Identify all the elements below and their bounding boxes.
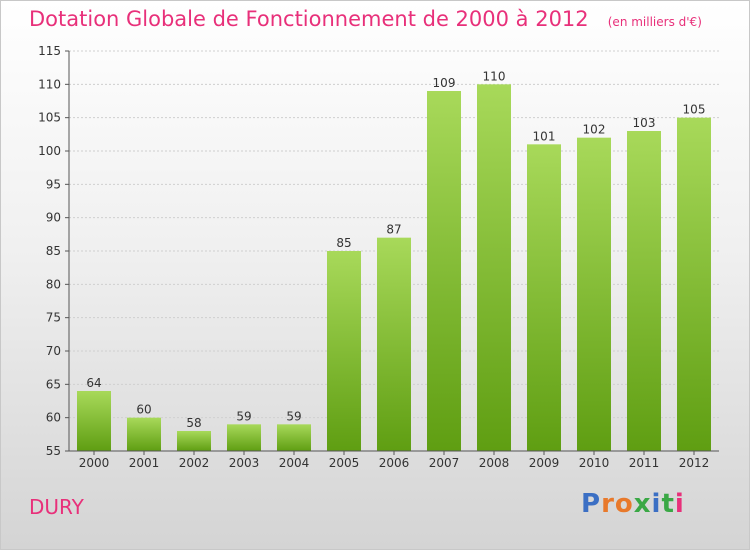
chart-title: Dotation Globale de Fonctionnement de 20…	[29, 7, 589, 31]
x-tick-label: 2009	[529, 456, 560, 470]
bar	[177, 431, 211, 451]
x-tick-label: 2008	[479, 456, 510, 470]
y-tick-label: 95	[46, 177, 61, 191]
chart-subtitle: (en milliers d'€)	[607, 15, 702, 29]
x-tick-label: 2007	[429, 456, 460, 470]
logo-letter: P	[581, 489, 602, 519]
bar-value-label: 103	[633, 116, 656, 130]
proxiti-logo: Proxiti	[581, 489, 685, 519]
bar	[427, 91, 461, 451]
logo-letter: i	[651, 489, 662, 519]
bar	[127, 417, 161, 451]
y-tick-label: 105	[38, 111, 61, 125]
bar-value-label: 109	[433, 76, 456, 90]
bar	[227, 424, 261, 451]
x-tick-label: 2012	[679, 456, 710, 470]
y-tick-label: 115	[38, 44, 61, 58]
logo-letter: r	[601, 489, 615, 519]
bar	[677, 117, 711, 452]
bar-value-label: 59	[286, 409, 301, 423]
bar-value-label: 87	[386, 223, 401, 237]
bar-value-label: 64	[86, 376, 101, 390]
x-tick-label: 2002	[179, 456, 210, 470]
y-tick-label: 60	[46, 411, 61, 425]
x-axis: 2000 2001 2002 2003 2004 2005 2006 2007 2008 2009…	[69, 450, 719, 470]
bar	[377, 237, 411, 451]
bar	[627, 131, 661, 451]
bar	[477, 84, 511, 451]
bar	[577, 137, 611, 451]
logo-letter: t	[661, 489, 675, 519]
bar-value-label: 85	[336, 236, 351, 250]
x-tick-label: 2003	[229, 456, 260, 470]
y-tick-label: 55	[46, 444, 61, 458]
y-tick-label: 85	[46, 244, 61, 258]
title-row: Dotation Globale de Fonctionnement de 20…	[29, 7, 702, 31]
x-tick-label: 2010	[579, 456, 610, 470]
bar	[277, 424, 311, 451]
y-tick-label: 100	[38, 144, 61, 158]
bar	[527, 144, 561, 452]
y-axis: 55 60 65 70 75 80 85 90 95 100 105 110 115	[38, 44, 70, 458]
x-tick-label: 2001	[129, 456, 160, 470]
bar-value-label: 105	[683, 103, 706, 117]
y-tick-label: 110	[38, 77, 61, 91]
value-labels: 64 60 58 59 59 85 87 109 110 101 102 103 105	[86, 69, 705, 430]
x-tick-label: 2006	[379, 456, 410, 470]
bar-value-label: 59	[236, 409, 251, 423]
bar-value-label: 102	[583, 123, 606, 137]
x-tick-label: 2005	[329, 456, 360, 470]
y-tick-label: 90	[46, 211, 61, 225]
bar-value-label: 60	[136, 403, 151, 417]
x-tick-label: 2004	[279, 456, 310, 470]
bar	[77, 391, 111, 451]
bars	[77, 84, 711, 452]
logo-letter: i	[674, 489, 685, 519]
y-tick-label: 75	[46, 311, 61, 325]
bar-value-label: 58	[186, 416, 201, 430]
bar-value-label: 110	[483, 69, 506, 83]
bar	[327, 251, 361, 451]
x-tick-label: 2000	[79, 456, 110, 470]
y-tick-label: 80	[46, 277, 61, 291]
y-tick-label: 65	[46, 377, 61, 391]
bar-value-label: 101	[533, 129, 556, 143]
commune-name: DURY	[29, 495, 84, 519]
logo-letter: o	[614, 489, 634, 519]
logo-letter: x	[633, 489, 652, 519]
x-tick-label: 2011	[629, 456, 660, 470]
y-tick-label: 70	[46, 344, 61, 358]
